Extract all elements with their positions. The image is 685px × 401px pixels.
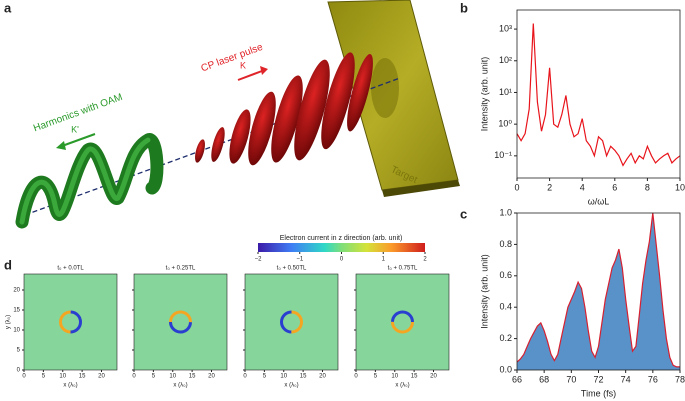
x-tick-label: 5 <box>263 374 267 380</box>
area <box>517 213 680 370</box>
colorbar-tick-label: 2 <box>423 257 427 263</box>
y-tick-label: 0.6 <box>499 270 512 280</box>
colorbar-tick-label: 0 <box>340 257 344 263</box>
x-tick-label: 66 <box>512 374 522 384</box>
x-tick-label: 20 <box>208 374 215 380</box>
heatmap <box>23 273 118 371</box>
heatmap <box>133 273 228 371</box>
x-tick-label: 72 <box>593 374 603 384</box>
ring-negative <box>391 310 414 334</box>
x-tick-label: 0 <box>243 374 247 380</box>
x-axis-label: x (λ₀) <box>395 383 409 389</box>
x-axis-label: x (λ₀) <box>284 383 298 389</box>
x-tick-label: 10 <box>169 374 176 380</box>
x-tick-label: 10 <box>280 374 287 380</box>
colorbar-title: Electron current in z direction (arb. un… <box>280 235 403 242</box>
x-tick-label: 5 <box>374 374 378 380</box>
colorbar-tick-label: −2 <box>255 257 263 263</box>
heatmap <box>355 273 450 371</box>
x-tick-label: 2 <box>547 182 552 192</box>
x-tick-label: 5 <box>42 374 46 380</box>
y-tick-label: 20 <box>13 288 20 294</box>
x-tick-label: 68 <box>539 374 549 384</box>
x-tick-label: 10 <box>59 374 66 380</box>
y-axis-label: Intensity (arb. unit) <box>479 254 489 329</box>
x-tick-label: 70 <box>566 374 576 384</box>
x-axis-label: ω/ωL <box>588 196 610 206</box>
x-tick-label: 20 <box>319 374 326 380</box>
x-tick-label: 15 <box>411 374 418 380</box>
subplot-title: t₀ + 0.0TL <box>57 266 84 272</box>
y-tick-label: 0 <box>17 368 21 374</box>
colorbar-tick-label: −1 <box>296 257 304 263</box>
x-tick-label: 5 <box>152 374 156 380</box>
x-tick-label: 20 <box>98 374 105 380</box>
annotation: K' <box>71 124 79 134</box>
y-tick-label: 15 <box>13 308 20 314</box>
x-tick-label: 15 <box>300 374 307 380</box>
x-tick-label: 74 <box>621 374 631 384</box>
ring-negative <box>59 310 82 334</box>
x-tick-label: 0 <box>22 374 26 380</box>
x-tick-label: 76 <box>648 374 658 384</box>
x-tick-label: 6 <box>612 182 617 192</box>
y-tick-label: 0.8 <box>499 239 512 249</box>
x-tick-label: 15 <box>79 374 86 380</box>
subplot-title: t₀ + 0.75TL <box>388 266 418 272</box>
y-tick-label: 10³ <box>499 23 512 33</box>
x-tick-label: 8 <box>645 182 650 192</box>
colorbar <box>258 243 425 252</box>
x-tick-label: 10 <box>391 374 398 380</box>
x-tick-label: 10 <box>675 182 685 192</box>
y-tick-label: 0.0 <box>499 364 512 374</box>
panel-label: b <box>460 0 468 15</box>
subplot-title: t₀ + 0.50TL <box>277 266 307 272</box>
line <box>516 23 681 167</box>
colorbar-tick-label: 1 <box>382 257 386 263</box>
annotation: K <box>240 60 246 70</box>
panel-a-illustration <box>15 0 460 229</box>
x-axis-label: x (λ₀) <box>63 383 77 389</box>
y-tick-label: 1.0 <box>499 207 512 217</box>
annotation: CP laser pulse <box>200 42 265 75</box>
panel-label: a <box>4 0 12 15</box>
y-tick-label: 10⁰ <box>498 119 512 129</box>
plot-frame <box>516 9 681 179</box>
x-tick-label: 4 <box>580 182 585 192</box>
ring-negative <box>169 310 192 334</box>
x-tick-label: 78 <box>675 374 685 384</box>
y-tick-label: 10¹ <box>499 87 512 97</box>
panel-label: d <box>4 257 12 272</box>
x-axis-label: Time (fs) <box>581 388 616 398</box>
y-tick-label: 10⁻¹ <box>494 150 512 160</box>
plot-frame <box>516 212 681 371</box>
x-tick-label: 0 <box>354 374 358 380</box>
x-axis-label: x (λ₀) <box>173 383 187 389</box>
heatmap <box>244 273 339 371</box>
panel-label: c <box>460 206 467 221</box>
y-tick-label: 0.2 <box>499 333 512 343</box>
x-tick-label: 15 <box>189 374 196 380</box>
y-tick-label: 10² <box>499 55 512 65</box>
x-tick-label: 20 <box>430 374 437 380</box>
subplot-title: t₀ + 0.25TL <box>166 266 196 272</box>
y-axis-label: Intensity (arb. unit) <box>479 57 489 132</box>
y-axis-label: y (λ₀) <box>6 315 12 329</box>
y-tick-label: 0.4 <box>499 302 512 312</box>
ring-negative <box>280 310 303 334</box>
x-tick-label: 0 <box>514 182 519 192</box>
y-tick-label: 10 <box>13 328 20 334</box>
x-tick-label: 0 <box>132 374 136 380</box>
y-tick-label: 5 <box>17 348 21 354</box>
